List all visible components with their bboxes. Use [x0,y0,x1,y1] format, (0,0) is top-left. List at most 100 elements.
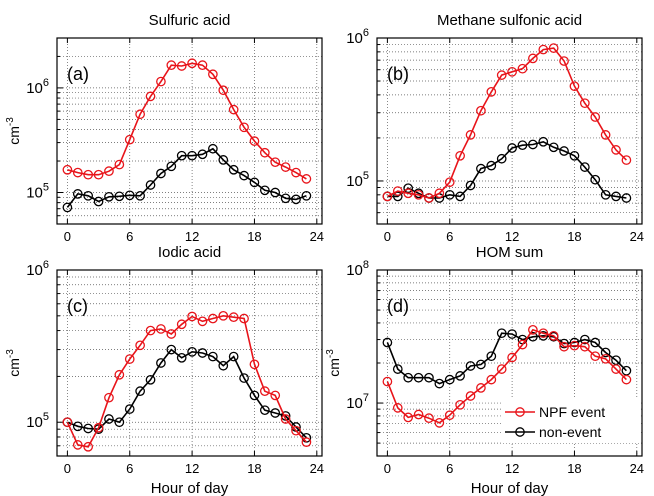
y-tick-label: 105 [26,182,49,202]
data-point-non [218,155,229,165]
data-point-non [176,150,187,161]
y-tick-exp: 5 [363,170,369,182]
data-point-npf [93,169,104,180]
data-point-non [249,177,260,188]
data-point-non [187,346,197,357]
data-point-non [444,189,455,200]
series-line-npf [387,47,627,199]
data-point-npf [611,364,621,374]
x-tick-label: 6 [126,461,133,476]
data-point-non [62,202,73,213]
data-point-npf [218,85,229,96]
data-point-npf [434,188,445,199]
y-tick-exp: 7 [363,392,369,404]
data-point-npf [291,425,301,436]
x-axis-label: Hour of day [471,480,549,496]
data-point-npf [486,87,497,97]
data-point-npf [382,191,393,202]
legend-marker-non [515,427,525,437]
series-line-npf [66,314,307,448]
data-point-non [301,190,312,201]
data-point-non [83,190,94,201]
series-line-npf [386,328,627,424]
data-point-npf [270,390,281,401]
data-point-non [392,364,403,374]
legend-label-non: non-event [539,424,601,440]
data-point-npf [187,311,197,322]
data-point-npf [114,159,125,170]
y-axis-label-unit: cm [6,126,22,145]
data-point-npf [72,167,83,178]
y-tick-base: 10 [346,395,363,412]
data-point-non [590,174,601,185]
data-point-non [600,347,611,358]
data-point-npf [413,189,424,200]
data-point-npf [218,310,229,321]
data-point-npf [187,58,197,69]
data-point-npf [559,56,569,66]
data-point-npf [424,413,434,424]
data-point-non [72,189,83,199]
data-point-npf [392,186,403,196]
data-point-non [124,190,135,201]
plot-frame [56,269,323,457]
data-point-npf [611,145,621,155]
x-tick-label: 18 [247,229,261,244]
data-point-npf [301,437,312,447]
data-point-npf [600,353,611,364]
panel-label: (d) [387,296,409,316]
data-point-non [486,160,497,171]
data-point-npf [124,354,135,364]
data-point-non [579,334,590,345]
y-axis-label: cm-3 [325,349,342,377]
data-point-non [538,330,549,341]
x-tick-label: 6 [126,229,133,244]
data-point-npf [208,313,218,324]
y-tick-label: 108 [346,259,369,279]
data-point-non [156,358,166,368]
data-point-non [424,372,434,383]
x-tick-label: 0 [64,461,71,476]
y-tick-label: 106 [346,27,369,47]
data-point-non [270,187,281,198]
data-point-non [249,390,260,401]
data-point-npf [538,328,549,339]
y-tick-label: 106 [26,77,49,97]
series-line-non [67,348,307,439]
data-point-npf [424,193,434,203]
data-point-npf [156,76,166,87]
y-tick-base: 10 [26,185,43,202]
y-tick-label: 106 [26,259,49,279]
data-point-non [507,143,517,153]
data-point-npf [270,157,281,168]
y-tick-base: 10 [346,262,363,279]
data-point-npf [548,330,559,341]
data-point-npf [444,177,455,188]
data-point-npf [590,112,601,122]
data-point-npf [621,155,632,165]
y-tick-exp: 6 [363,27,369,39]
data-point-npf [301,174,312,184]
panel-title: HOM sum [476,244,544,261]
data-point-npf [569,81,580,92]
data-point-npf [291,167,301,178]
x-tick-label: 18 [247,461,261,476]
data-point-npf [280,162,291,172]
x-tick-label: 12 [185,229,199,244]
panel-label: (a) [67,64,89,84]
data-point-non [528,139,538,150]
data-point-npf [434,417,445,428]
data-point-non [590,337,601,348]
data-point-non [114,191,125,202]
data-point-non [600,189,611,200]
data-point-non [476,163,486,174]
data-point-non [444,374,455,385]
data-point-non [259,185,270,196]
data-point-non [434,378,445,389]
data-point-non [187,150,197,161]
data-point-non [72,421,83,432]
x-tick-label: 0 [64,229,71,244]
data-point-npf [444,410,455,421]
data-point-npf [239,122,249,133]
